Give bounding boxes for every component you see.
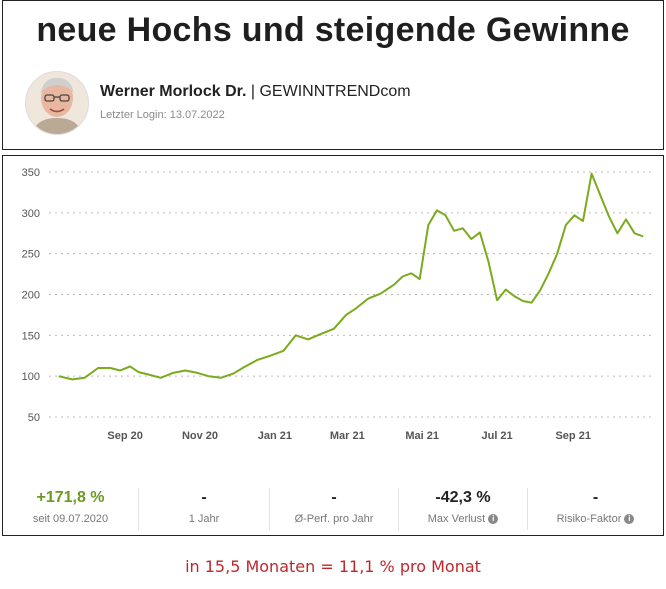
- info-icon[interactable]: i: [624, 514, 635, 525]
- x-tick-label: Nov 20: [182, 430, 218, 442]
- x-tick-label: Sep 20: [107, 430, 142, 442]
- author-name[interactable]: Werner Morlock Dr.: [100, 83, 247, 100]
- series-line: [58, 172, 644, 381]
- x-tick-label: Jul 21: [481, 430, 512, 442]
- stat-divider: [269, 488, 270, 530]
- stat-risk-factor-label: Risiko-Faktor i: [528, 512, 663, 526]
- stats-row: +171,8 % seit 09.07.2020 - 1 Jahr - Ø-Pe…: [3, 486, 663, 534]
- x-tick-label: Mai 21: [405, 430, 439, 442]
- y-tick-label: 200: [22, 290, 40, 302]
- stat-total-value: +171,8 %: [36, 489, 105, 506]
- header-panel: neue Hochs und steigende Gewinne Werner …: [2, 0, 664, 150]
- avatar[interactable]: [25, 71, 89, 135]
- last-login: Letzter Login: 13.07.2022: [100, 109, 225, 121]
- stat-max-loss-label: Max Verlust i: [399, 512, 527, 526]
- x-tick-label: Sep 21: [555, 430, 590, 442]
- avatar-portrait-icon: [26, 72, 88, 134]
- stat-avg-perf-label: Ø-Perf. pro Jahr: [294, 513, 374, 525]
- stat-1year: - 1 Jahr: [139, 486, 269, 534]
- y-tick-label: 50: [28, 412, 40, 424]
- stat-avg-perf: - Ø-Perf. pro Jahr: [270, 486, 398, 534]
- stat-divider: [138, 488, 139, 530]
- performance-chart-panel: 50 100 150 200 250 300 350 Sep 20 Nov 20 Jan 21 Ma…: [2, 155, 664, 536]
- stat-max-loss: -42,3 % Max Verlust i: [399, 486, 527, 534]
- performance-chart: 50 100 150 200 250 300 350 Sep 20 Nov 20 Jan 21 Ma…: [22, 167, 653, 442]
- stat-1year-label: 1 Jahr: [188, 513, 220, 525]
- author-separator: |: [246, 83, 260, 100]
- stat-risk-factor: - Risiko-Faktor i: [528, 486, 663, 534]
- y-tick-label: 100: [22, 371, 40, 383]
- stat-max-loss-text: Max Verlust: [427, 513, 486, 525]
- info-icon[interactable]: i: [488, 514, 499, 525]
- y-tick-label: 350: [22, 167, 40, 179]
- summary-note: in 15,5 Monaten = 11,1 % pro Monat: [185, 557, 481, 576]
- y-tick-label: 250: [22, 249, 40, 261]
- x-tick-label: Mar 21: [330, 430, 365, 442]
- stat-total-label: seit 09.07.2020: [32, 513, 109, 525]
- stat-1year-value: -: [201, 489, 207, 506]
- stat-total: +171,8 % seit 09.07.2020: [3, 486, 138, 534]
- page-title: neue Hochs und steigende Gewinne: [36, 11, 630, 49]
- author-line: Werner Morlock Dr. | GEWINNTRENDcom: [100, 83, 411, 101]
- stat-divider: [398, 488, 399, 530]
- stat-max-loss-value: -42,3 %: [435, 489, 491, 506]
- y-tick-label: 150: [22, 330, 40, 342]
- stat-risk-factor-text: Risiko-Faktor: [556, 513, 622, 525]
- stat-risk-factor-value: -: [592, 489, 599, 506]
- x-tick-label: Jan 21: [258, 430, 292, 442]
- stat-divider: [527, 488, 528, 530]
- stat-avg-perf-value: -: [331, 489, 337, 506]
- y-tick-label: 300: [22, 208, 40, 220]
- author-org: GEWINNTRENDcom: [259, 83, 411, 100]
